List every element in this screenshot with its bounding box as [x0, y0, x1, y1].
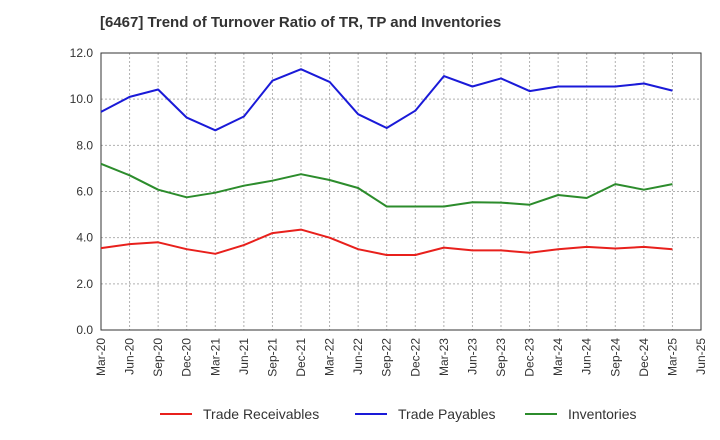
y-tick-label: 12.0: [70, 46, 94, 60]
series-line-trade-payables: [100, 68, 673, 132]
x-tick-label: Mar-20: [94, 338, 108, 376]
x-tick-label: Dec-21: [294, 338, 308, 377]
y-tick-label: 10.0: [70, 92, 94, 106]
x-tick-label: Mar-25: [665, 338, 679, 376]
x-tick-label: Sep-20: [151, 338, 165, 377]
plot-frame: [100, 52, 702, 331]
legend-label-trade-receivables: Trade Receivables: [203, 406, 319, 422]
x-tick-label: Jun-23: [465, 338, 479, 375]
x-tick-label: Mar-22: [323, 338, 337, 376]
x-tick-label: Dec-24: [637, 338, 651, 377]
legend-label-trade-payables: Trade Payables: [398, 406, 496, 422]
x-tick-label: Jun-24: [580, 338, 594, 375]
x-tick-label: Sep-23: [494, 338, 508, 377]
x-tick-label: Jun-22: [351, 338, 365, 375]
x-tick-label: Jun-21: [237, 338, 251, 375]
series-line-trade-receivables: [100, 228, 673, 256]
x-tick-label: Dec-20: [180, 338, 194, 377]
x-tick-label: Dec-22: [408, 338, 422, 377]
series-line-inventories: [100, 162, 673, 208]
x-tick-label: Mar-23: [437, 338, 451, 376]
x-tick-label: Mar-21: [208, 338, 222, 376]
x-tick-label: Jun-20: [123, 338, 137, 375]
legend-label-inventories: Inventories: [568, 406, 636, 422]
x-tick-label: Mar-24: [551, 338, 565, 376]
y-tick-label: 4.0: [76, 231, 93, 245]
x-tick-label: Sep-24: [608, 338, 622, 377]
x-tick-label: Jun-25: [694, 338, 708, 375]
x-tick-label: Sep-21: [265, 338, 279, 377]
x-tick-label: Sep-22: [380, 338, 394, 377]
y-tick-label: 8.0: [76, 138, 93, 152]
chart-title: [6467] Trend of Turnover Ratio of TR, TP…: [100, 14, 502, 31]
y-tick-label: 6.0: [76, 185, 93, 199]
y-tick-label: 2.0: [76, 277, 93, 291]
x-tick-label: Dec-23: [523, 338, 537, 377]
y-tick-label: 0.0: [76, 323, 93, 337]
